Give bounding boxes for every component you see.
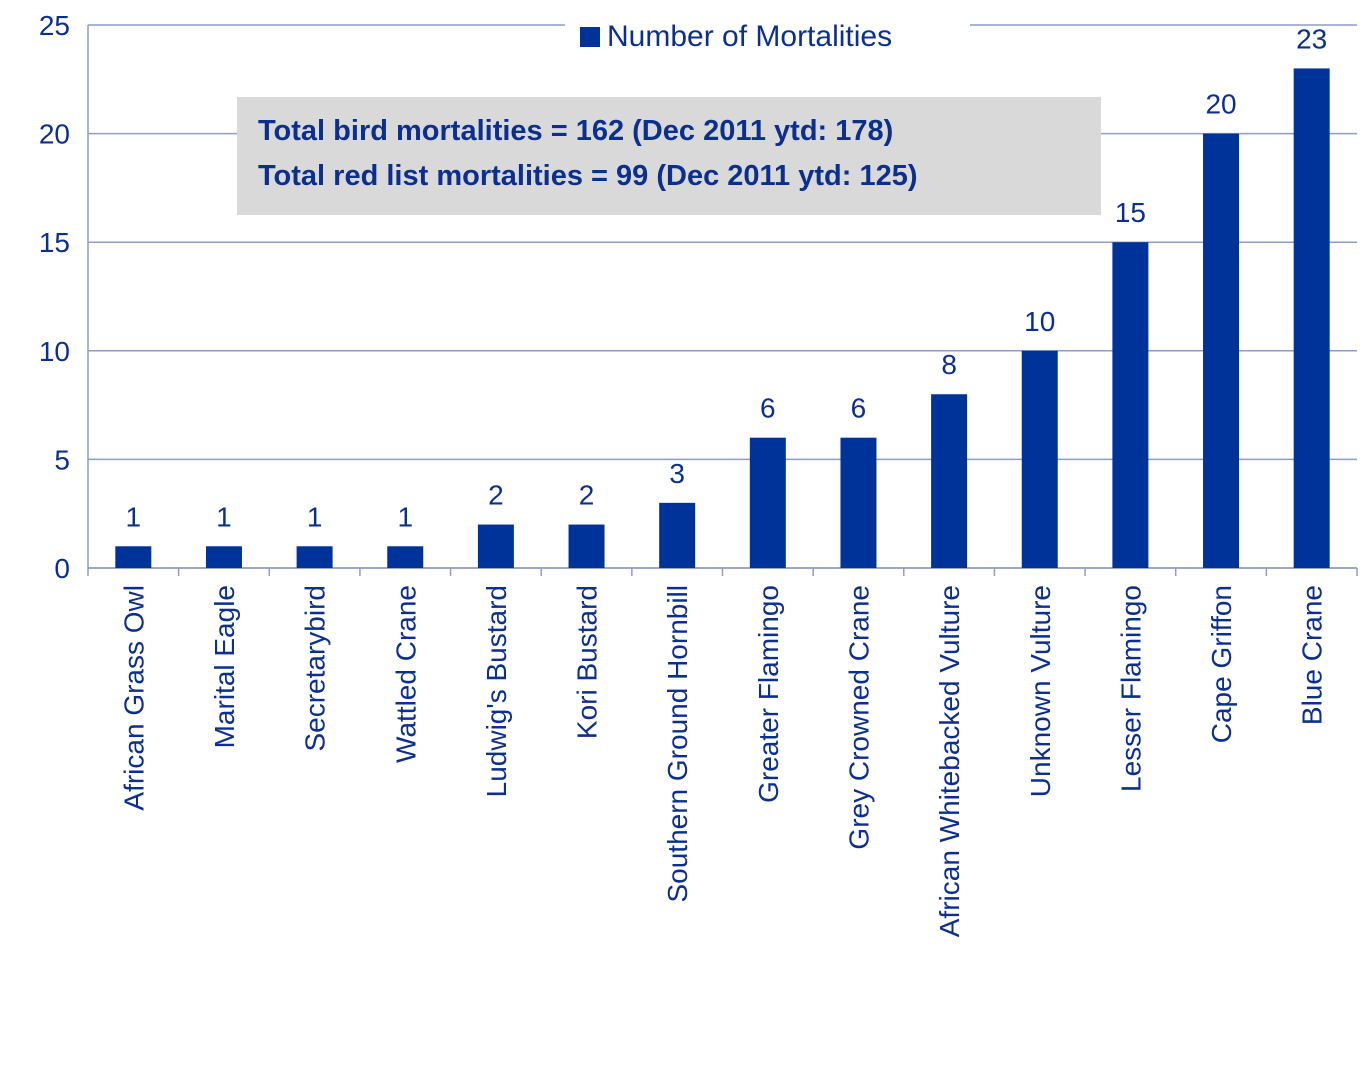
x-tick-label: Unknown Vulture	[1025, 585, 1056, 797]
x-tick-label: Grey Crowned Crane	[843, 585, 874, 850]
annotation: Total bird mortalities = 162 (Dec 2011 y…	[258, 115, 893, 147]
data-label: 1	[126, 501, 142, 532]
bar	[1203, 133, 1240, 568]
data-label: 2	[579, 480, 595, 511]
data-label: 20	[1205, 89, 1236, 120]
x-tick-label: Marital Eagle	[209, 585, 240, 748]
bar	[477, 524, 514, 568]
data-label: 1	[307, 501, 323, 532]
bar	[205, 546, 242, 568]
bar	[1293, 68, 1330, 568]
legend-swatch	[580, 27, 600, 47]
data-label: 15	[1115, 197, 1146, 228]
annotation-box	[237, 97, 1101, 215]
data-label: 3	[669, 458, 685, 489]
data-label: 10	[1024, 306, 1055, 337]
y-tick-label: 5	[54, 444, 70, 475]
x-tick-label: Ludwig's Bustard	[481, 585, 512, 797]
x-tick-label: Lesser Flamingo	[1115, 585, 1146, 792]
data-label: 1	[216, 501, 232, 532]
x-tick-label: Kori Bustard	[572, 585, 603, 739]
legend-label: Number of Mortalities	[607, 20, 892, 53]
data-label: 23	[1296, 23, 1327, 54]
x-tick-label: Blue Crane	[1297, 585, 1328, 725]
bar	[296, 546, 333, 568]
data-label: 6	[760, 393, 776, 424]
bar	[568, 524, 605, 568]
data-label: 2	[488, 480, 504, 511]
x-tick-label: African Whitebacked Vulture	[934, 585, 965, 937]
y-tick-label: 0	[54, 553, 70, 584]
x-tick-label: Cape Griffon	[1206, 585, 1237, 743]
legend-background	[565, 10, 970, 50]
bar	[931, 394, 968, 568]
bar	[1112, 242, 1149, 568]
x-tick-label: Greater Flamingo	[753, 585, 784, 803]
bar	[387, 546, 424, 568]
y-tick-label: 10	[39, 336, 70, 367]
x-tick-label: Southern Ground Hornbill	[662, 585, 693, 903]
bar	[1021, 350, 1058, 568]
bar	[840, 437, 877, 568]
bar	[749, 437, 786, 568]
data-label: 1	[397, 501, 413, 532]
x-tick-label: African Grass Owl	[118, 585, 149, 811]
x-tick-label: Wattled Crane	[390, 585, 421, 763]
y-tick-label: 25	[39, 10, 70, 41]
y-tick-label: 15	[39, 227, 70, 258]
x-tick-label: Secretarybird	[300, 585, 331, 752]
bar	[115, 546, 152, 568]
y-tick-label: 20	[39, 119, 70, 150]
bar	[659, 502, 696, 568]
data-label: 8	[941, 349, 957, 380]
data-label: 6	[851, 393, 867, 424]
annotation: Total red list mortalities = 99 (Dec 201…	[258, 160, 917, 192]
